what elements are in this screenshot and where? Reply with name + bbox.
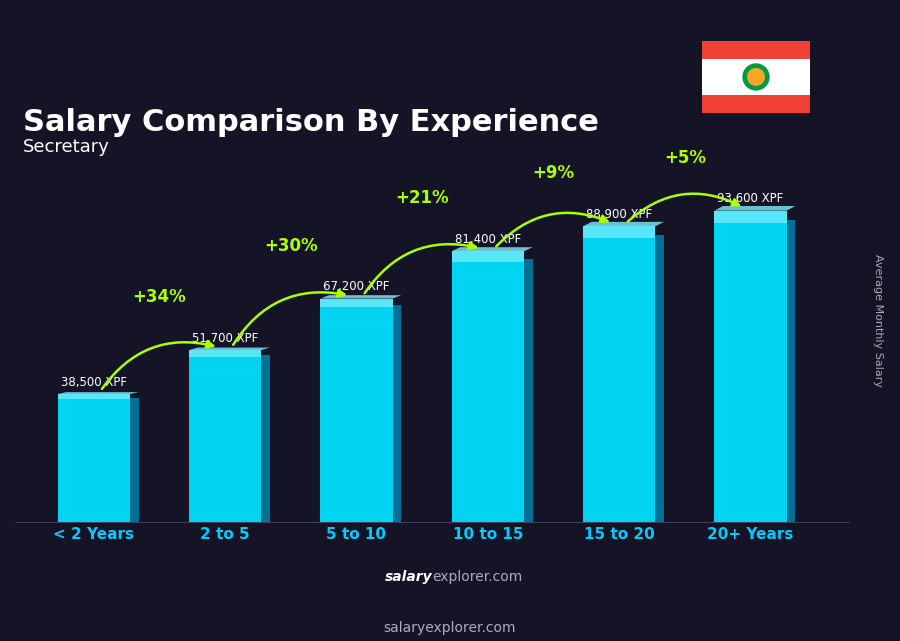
- Text: +30%: +30%: [264, 237, 318, 254]
- FancyBboxPatch shape: [715, 211, 787, 522]
- FancyBboxPatch shape: [392, 305, 401, 522]
- Circle shape: [747, 68, 765, 86]
- Text: 93,600 XPF: 93,600 XPF: [717, 192, 784, 205]
- FancyBboxPatch shape: [787, 220, 796, 522]
- Text: explorer.com: explorer.com: [432, 570, 522, 584]
- Polygon shape: [452, 247, 533, 251]
- Text: Secretary: Secretary: [23, 138, 110, 156]
- FancyBboxPatch shape: [58, 394, 130, 522]
- Text: +21%: +21%: [395, 189, 449, 207]
- Polygon shape: [58, 392, 139, 394]
- FancyBboxPatch shape: [189, 350, 261, 357]
- Text: 81,400 XPF: 81,400 XPF: [454, 233, 521, 246]
- Polygon shape: [583, 222, 664, 226]
- FancyBboxPatch shape: [452, 251, 524, 522]
- Text: Salary Comparison By Experience: Salary Comparison By Experience: [23, 108, 599, 137]
- FancyBboxPatch shape: [583, 226, 655, 238]
- FancyBboxPatch shape: [189, 350, 261, 522]
- FancyBboxPatch shape: [655, 235, 664, 522]
- FancyBboxPatch shape: [58, 394, 130, 399]
- Polygon shape: [189, 347, 270, 350]
- Text: +9%: +9%: [533, 164, 574, 183]
- Circle shape: [742, 63, 770, 90]
- Text: salary: salary: [384, 570, 432, 584]
- Text: +34%: +34%: [132, 288, 186, 306]
- FancyBboxPatch shape: [130, 398, 139, 522]
- FancyBboxPatch shape: [583, 226, 655, 522]
- FancyBboxPatch shape: [524, 260, 533, 522]
- Polygon shape: [715, 206, 796, 211]
- Text: Average Monthly Salary: Average Monthly Salary: [873, 254, 883, 387]
- FancyBboxPatch shape: [261, 355, 270, 522]
- Polygon shape: [320, 295, 401, 299]
- Text: +5%: +5%: [664, 149, 706, 167]
- FancyBboxPatch shape: [320, 299, 392, 308]
- Text: 51,700 XPF: 51,700 XPF: [192, 331, 258, 345]
- Text: 67,200 XPF: 67,200 XPF: [323, 280, 390, 293]
- FancyBboxPatch shape: [320, 299, 392, 522]
- Text: 38,500 XPF: 38,500 XPF: [61, 376, 127, 388]
- FancyBboxPatch shape: [452, 251, 524, 262]
- Bar: [702, 59, 810, 95]
- Text: salaryexplorer.com: salaryexplorer.com: [383, 620, 517, 635]
- Text: 88,900 XPF: 88,900 XPF: [586, 208, 652, 221]
- FancyBboxPatch shape: [715, 211, 787, 223]
